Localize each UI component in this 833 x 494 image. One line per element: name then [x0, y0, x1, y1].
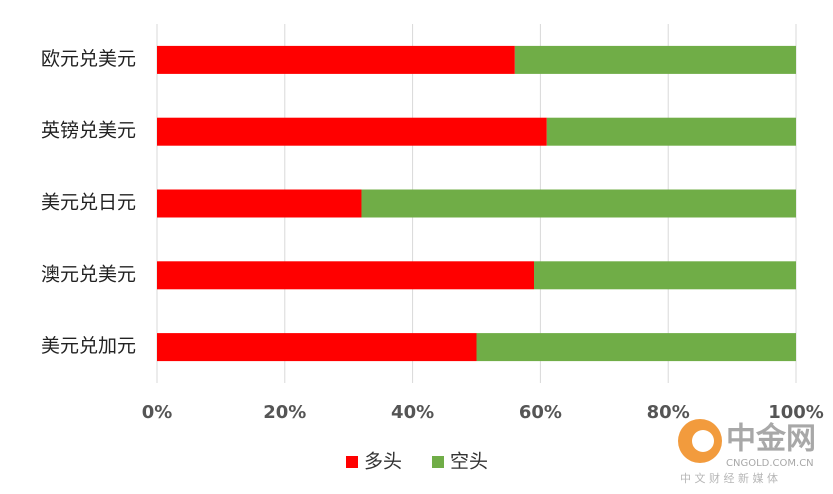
y-tick-label: 欧元兑美元 [41, 48, 136, 70]
watermark: 中金网 CNGOLD.COM.CN 中 文 财 经 新 媒 体 [678, 419, 816, 485]
x-tick-label: 0% [142, 402, 173, 423]
x-tick-label: 20% [263, 402, 306, 423]
legend-label: 多头 [364, 451, 402, 473]
bar-segment [361, 189, 796, 218]
y-tick-label: 澳元兑美元 [41, 263, 136, 285]
x-tick-label: 100% [768, 402, 824, 423]
y-tick-label: 美元兑日元 [41, 192, 136, 214]
legend-swatch [346, 456, 358, 468]
y-tick-label: 美元兑加元 [41, 335, 136, 357]
legend-swatch [432, 456, 444, 468]
watermark-brand: 中金网 [726, 422, 816, 457]
bar-segment [157, 117, 547, 146]
watermark-logo [692, 430, 714, 452]
bar-segment [157, 189, 362, 218]
y-tick-label: 英镑兑美元 [41, 120, 136, 142]
bar-segment [157, 261, 535, 290]
legend-label: 空头 [450, 451, 488, 473]
watermark-slogan: 中 文 财 经 新 媒 体 [680, 471, 778, 485]
bar-segment [546, 117, 796, 146]
x-tick-label: 60% [519, 402, 562, 423]
bar-segment [157, 45, 515, 74]
bar-segment [534, 261, 796, 290]
x-tick-label: 40% [391, 402, 434, 423]
x-tick-label: 80% [647, 402, 690, 423]
bar-segment [476, 333, 796, 362]
bar-segment [514, 45, 796, 74]
watermark-site: CNGOLD.COM.CN [726, 458, 814, 469]
bar-segment [157, 333, 477, 362]
